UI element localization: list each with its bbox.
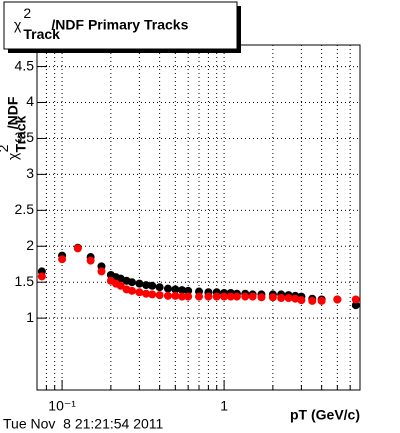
title-symbol: χ <box>14 17 22 33</box>
data-point <box>135 279 144 288</box>
data-point <box>308 296 317 305</box>
data-point <box>37 272 46 281</box>
ylabel-sub: Track <box>12 116 28 153</box>
data-point <box>163 291 172 300</box>
title-box <box>3 1 238 50</box>
data-point <box>284 294 293 302</box>
data-point <box>226 292 235 301</box>
data-point <box>351 301 360 310</box>
data-point <box>195 292 204 301</box>
data-point <box>116 281 125 290</box>
ylabel-symbol: χ <box>5 152 21 160</box>
data-point <box>220 292 229 301</box>
data-point <box>212 292 221 301</box>
x-tick-label: 1 <box>220 398 228 414</box>
data-point <box>97 267 106 276</box>
data-point <box>171 285 180 294</box>
data-point <box>184 292 193 301</box>
data-point <box>297 296 306 305</box>
data-point <box>317 296 326 305</box>
x-axis-label: pT (GeV/c) <box>290 407 360 423</box>
data-point <box>148 281 157 290</box>
y-tick-label: 2 <box>26 237 34 253</box>
data-point <box>127 278 136 287</box>
data-point <box>148 290 157 299</box>
data-point <box>142 289 151 298</box>
y-tick-label: 3 <box>26 165 34 181</box>
data-point <box>86 256 95 265</box>
data-point <box>184 286 193 295</box>
data-point <box>277 294 286 302</box>
data-point <box>257 293 266 302</box>
title-sub: Track <box>23 26 60 42</box>
data-point <box>155 283 164 292</box>
title-sup: 2 <box>23 5 31 21</box>
data-point <box>171 291 180 300</box>
data-point <box>241 292 250 301</box>
ylabel-text: /NDF <box>5 96 21 129</box>
footer: Tue Nov 8 21:21:54 2011 <box>3 416 164 432</box>
y-tick-label: 1.5 <box>15 273 35 289</box>
y-tick-label: 3.5 <box>15 129 35 145</box>
data-point <box>58 255 67 264</box>
data-point <box>204 292 213 301</box>
data-point <box>142 281 151 290</box>
data-point <box>178 292 187 301</box>
data-point <box>127 286 136 295</box>
data-point <box>73 244 82 253</box>
title-text: /NDF Primary Tracks <box>51 17 188 33</box>
y-tick-label: 4.5 <box>15 57 35 73</box>
ylabel-sup: 2 <box>0 144 11 152</box>
y-tick-label: 2.5 <box>15 201 35 217</box>
data-point <box>248 292 257 301</box>
data-point <box>291 294 300 303</box>
data-point <box>351 295 360 304</box>
y-tick-label: 1 <box>26 309 34 325</box>
data-point <box>178 286 187 295</box>
data-point <box>268 293 277 302</box>
data-point <box>333 295 342 304</box>
title-group: χ2 Track/NDF Primary Tracks <box>14 5 189 42</box>
data-point <box>135 288 144 297</box>
x-tick-label: 10⁻¹ <box>48 398 76 414</box>
y-tick-label: 4 <box>26 93 34 109</box>
data-point <box>163 284 172 293</box>
data-point <box>232 292 241 301</box>
data-point <box>155 291 164 300</box>
